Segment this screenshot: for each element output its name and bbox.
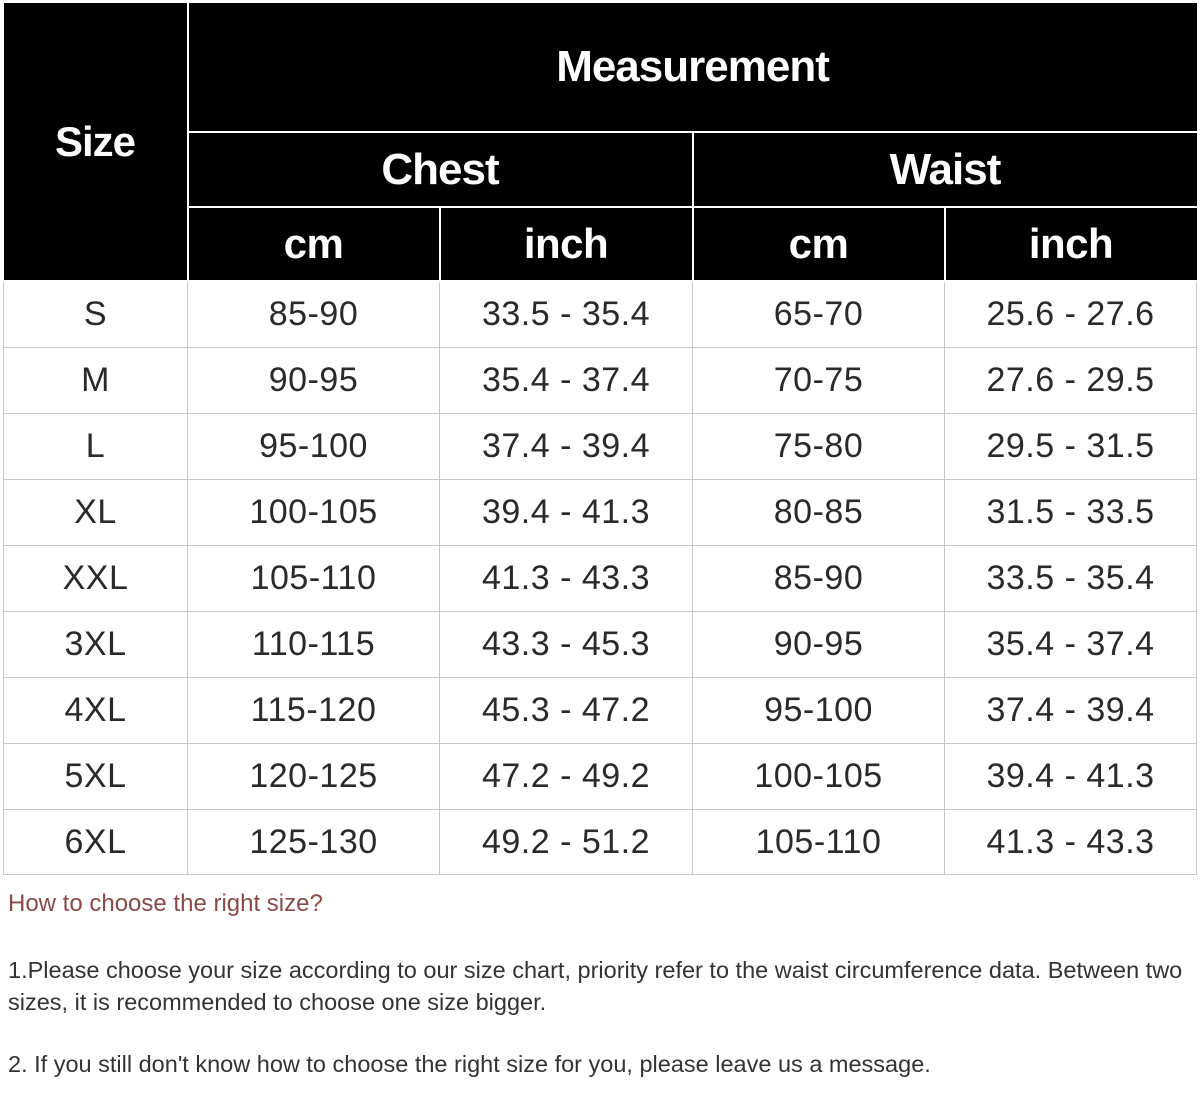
- waist-inch-cell: 25.6 - 27.6: [943, 280, 1198, 348]
- waist-cm-cell: 70-75: [692, 347, 945, 414]
- waist-cm-cell: 65-70: [692, 280, 945, 348]
- size-cell: S: [3, 280, 188, 348]
- size-guide-question: How to choose the right size?: [8, 890, 323, 917]
- chest-cm-cell: 110-115: [187, 611, 440, 678]
- waist-cm-cell: 80-85: [692, 479, 945, 546]
- waist-inch-cell: 35.4 - 37.4: [943, 611, 1198, 678]
- size-cell: 3XL: [3, 611, 188, 678]
- chest-inch-header: inch: [438, 206, 694, 282]
- chest-inch-cell: 33.5 - 35.4: [439, 280, 693, 348]
- chest-header: Chest: [187, 131, 694, 208]
- chest-inch-cell: 49.2 - 51.2: [439, 809, 693, 875]
- measurement-header: Measurement: [186, 3, 1197, 133]
- chest-inch-cell: 41.3 - 43.3: [439, 545, 693, 612]
- chest-cm-cell: 100-105: [187, 479, 440, 546]
- table-row: 3XL 110-115 43.3 - 45.3 90-95 35.4 - 37.4: [3, 611, 1198, 678]
- chest-cm-cell: 90-95: [187, 347, 440, 414]
- waist-cm-cell: 105-110: [692, 809, 945, 875]
- table-row: XL 100-105 39.4 - 41.3 80-85 31.5 - 33.5: [3, 479, 1198, 546]
- size-cell: L: [3, 413, 188, 480]
- chest-inch-cell: 35.4 - 37.4: [439, 347, 693, 414]
- waist-cm-cell: 100-105: [692, 743, 945, 810]
- table-body: S 85-90 33.5 - 35.4 65-70 25.6 - 27.6 M 90-95 3…: [3, 280, 1198, 875]
- size-cell: 6XL: [3, 809, 188, 875]
- chest-inch-cell: 37.4 - 39.4: [439, 413, 693, 480]
- chest-inch-cell: 47.2 - 49.2: [439, 743, 693, 810]
- chest-cm-header: cm: [187, 206, 441, 282]
- waist-inch-cell: 31.5 - 33.5: [943, 479, 1198, 546]
- size-guide-notes: How to choose the right size? 1.Please c…: [8, 890, 1188, 1110]
- chest-cm-cell: 105-110: [187, 545, 440, 612]
- size-cell: XXL: [3, 545, 188, 612]
- waist-cm-cell: 75-80: [692, 413, 945, 480]
- size-chart-table: Size Measurement Chest Waist cm inch cm …: [3, 3, 1198, 875]
- chest-cm-cell: 95-100: [187, 413, 440, 480]
- table-row: 5XL 120-125 47.2 - 49.2 100-105 39.4 - 41.3: [3, 743, 1198, 810]
- size-guide-note-1: 1.Please choose your size according to o…: [8, 957, 1183, 1015]
- table-row: S 85-90 33.5 - 35.4 65-70 25.6 - 27.6: [3, 280, 1198, 348]
- chest-inch-cell: 45.3 - 47.2: [439, 677, 693, 744]
- table-row: M 90-95 35.4 - 37.4 70-75 27.6 - 29.5: [3, 347, 1198, 414]
- size-cell: M: [3, 347, 188, 414]
- waist-inch-cell: 37.4 - 39.4: [943, 677, 1198, 744]
- table-row: 4XL 115-120 45.3 - 47.2 95-100 37.4 - 39.4: [3, 677, 1198, 744]
- size-column-header: Size: [3, 3, 189, 282]
- chest-cm-cell: 85-90: [187, 280, 440, 348]
- chest-cm-cell: 125-130: [187, 809, 440, 875]
- table-row: XXL 105-110 41.3 - 43.3 85-90 33.5 - 35.4: [3, 545, 1198, 612]
- chest-inch-cell: 39.4 - 41.3: [439, 479, 693, 546]
- chest-cm-cell: 120-125: [187, 743, 440, 810]
- chest-inch-cell: 43.3 - 45.3: [439, 611, 693, 678]
- waist-inch-cell: 29.5 - 31.5: [943, 413, 1198, 480]
- waist-inch-cell: 33.5 - 35.4: [943, 545, 1198, 612]
- table-header: Size Measurement Chest Waist cm inch cm …: [3, 3, 1197, 282]
- table-row: 6XL 125-130 49.2 - 51.2 105-110 41.3 - 43.3: [3, 809, 1198, 875]
- waist-header: Waist: [691, 131, 1197, 208]
- waist-cm-cell: 85-90: [692, 545, 945, 612]
- waist-inch-cell: 39.4 - 41.3: [943, 743, 1198, 810]
- waist-inch-cell: 41.3 - 43.3: [943, 809, 1198, 875]
- waist-inch-cell: 27.6 - 29.5: [943, 347, 1198, 414]
- waist-cm-header: cm: [691, 206, 946, 282]
- waist-cm-cell: 95-100: [692, 677, 945, 744]
- waist-inch-header: inch: [943, 206, 1197, 282]
- size-cell: XL: [3, 479, 188, 546]
- size-cell: 5XL: [3, 743, 188, 810]
- waist-cm-cell: 90-95: [692, 611, 945, 678]
- table-row: L 95-100 37.4 - 39.4 75-80 29.5 - 31.5: [3, 413, 1198, 480]
- size-cell: 4XL: [3, 677, 188, 744]
- chest-cm-cell: 115-120: [187, 677, 440, 744]
- size-guide-note-2: 2. If you still don't know how to choose…: [8, 1051, 931, 1077]
